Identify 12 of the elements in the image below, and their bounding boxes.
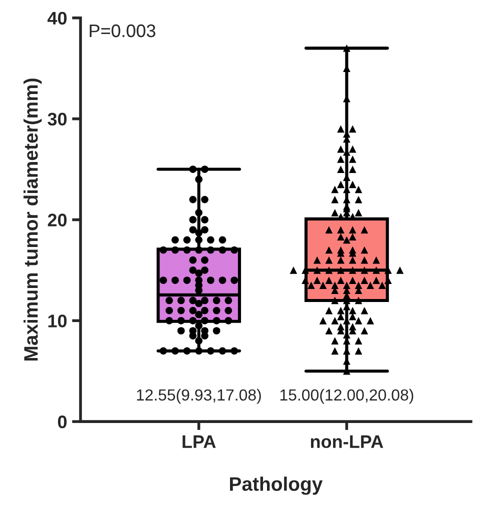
annotation: 12.55(9.93,17.08) <box>136 388 261 404</box>
y-tick-label: 20 <box>48 214 67 226</box>
x-tick-label: LPA <box>182 435 216 448</box>
y-tick-label: 40 <box>48 12 67 25</box>
y-axis-title: Maximum tumor diameter(mm) <box>24 78 42 361</box>
annotation: P=0.003 <box>90 24 156 38</box>
annotation: 15.00(12.00,20.08) <box>280 388 414 404</box>
x-tick-label: non-LPA <box>310 435 384 448</box>
y-tick-label: 10 <box>48 314 67 328</box>
y-tick-label: 30 <box>48 112 67 126</box>
y-tick-label: 0 <box>58 416 67 428</box>
x-axis-title: Pathology <box>230 476 323 495</box>
